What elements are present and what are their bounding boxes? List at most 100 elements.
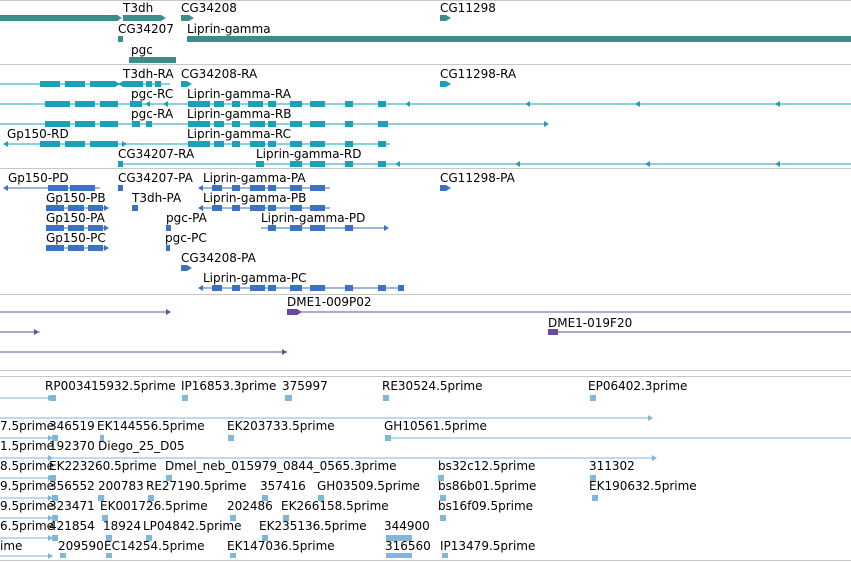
protein-exon[interactable] [310, 185, 325, 191]
transcript-exon[interactable] [232, 121, 240, 127]
protein-exon[interactable] [345, 285, 353, 291]
protein-label[interactable]: pgc-PC [165, 231, 207, 245]
protein-exon[interactable] [290, 185, 302, 191]
est-glyph[interactable] [652, 455, 657, 461]
est-label[interactable]: 375997 [282, 379, 328, 393]
est-glyph[interactable] [48, 535, 53, 541]
clone-glyph[interactable] [166, 309, 171, 315]
transcript-glyph[interactable] [544, 121, 549, 127]
transcript-label[interactable]: CG11298-RA [440, 67, 517, 81]
protein-exon[interactable] [88, 225, 103, 231]
protein-label[interactable]: T3dh-PA [132, 191, 182, 205]
transcript-glyph[interactable] [118, 81, 123, 87]
est-glyph[interactable] [60, 553, 66, 558]
protein-exon[interactable] [440, 185, 446, 191]
gene-glyph[interactable] [189, 15, 194, 21]
transcript-exon[interactable] [65, 141, 85, 147]
gene-label[interactable]: Liprin-gamma [187, 22, 271, 36]
transcript-exon[interactable] [290, 161, 302, 167]
transcript-exon[interactable] [181, 81, 187, 87]
est-glyph[interactable] [438, 475, 444, 481]
transcript-exon[interactable] [100, 121, 118, 127]
protein-exon[interactable] [68, 245, 84, 251]
est-label[interactable]: GH10561.5prime [384, 419, 487, 433]
est-label[interactable]: 8.5prime [0, 459, 55, 473]
transcript-label[interactable]: Liprin-gamma-RB [187, 107, 292, 121]
est-label[interactable]: 356552 [49, 479, 95, 493]
transcript-glyph[interactable] [122, 141, 127, 147]
protein-label[interactable]: Liprin-gamma-PC [203, 271, 307, 285]
protein-label[interactable]: CG11298-PA [440, 171, 515, 185]
protein-glyph[interactable] [384, 225, 389, 231]
protein-exon[interactable] [118, 185, 123, 191]
est-glyph[interactable] [48, 553, 53, 559]
protein-exon[interactable] [310, 285, 325, 291]
est-glyph[interactable] [106, 535, 112, 541]
est-glyph[interactable] [440, 515, 446, 521]
transcript-glyph[interactable] [395, 161, 400, 167]
est-label[interactable]: Dmel_neb_015979_0844_0565.3prime [165, 459, 397, 473]
protein-label[interactable]: Liprin-gamma-PA [203, 171, 306, 185]
transcript-glyph[interactable] [635, 101, 640, 107]
protein-exon[interactable] [250, 285, 265, 291]
protein-exon[interactable] [181, 265, 187, 271]
est-label[interactable]: IP13479.5prime [440, 539, 536, 553]
transcript-glyph[interactable] [775, 101, 780, 107]
est-label[interactable]: EC14254.5prime [104, 539, 205, 553]
transcript-exon[interactable] [130, 101, 142, 107]
transcript-exon[interactable] [65, 81, 85, 87]
est-glyph[interactable] [182, 395, 188, 401]
protein-label[interactable]: Gp150-PB [46, 191, 106, 205]
est-glyph[interactable] [48, 455, 53, 461]
est-glyph[interactable] [52, 495, 58, 501]
est-glyph[interactable] [102, 515, 108, 521]
transcript-exon[interactable] [378, 161, 386, 167]
transcript-glyph[interactable] [446, 81, 451, 87]
protein-exon[interactable] [46, 245, 64, 251]
transcript-exon[interactable] [232, 101, 240, 107]
protein-exon[interactable] [290, 205, 302, 211]
transcript-exon[interactable] [146, 81, 152, 87]
gene-glyph[interactable] [187, 36, 851, 42]
est-glyph[interactable] [590, 475, 596, 481]
transcript-exon[interactable] [188, 101, 210, 107]
clone-glyph[interactable] [548, 329, 558, 335]
transcript-exon[interactable] [45, 101, 70, 107]
transcript-exon[interactable] [345, 101, 353, 107]
transcript-exon[interactable] [256, 161, 264, 167]
est-label[interactable]: 18924 [103, 519, 142, 533]
protein-exon[interactable] [268, 285, 276, 291]
est-label[interactable]: 202486 [227, 499, 273, 513]
transcript-exon[interactable] [345, 121, 353, 127]
est-glyph[interactable] [106, 553, 112, 558]
protein-exon[interactable] [250, 205, 265, 211]
transcript-glyph[interactable] [775, 161, 780, 167]
transcript-exon[interactable] [290, 121, 302, 127]
gene-label[interactable]: CG11298 [440, 1, 496, 15]
est-label[interactable]: EK147036.5prime [227, 539, 335, 553]
est-label[interactable]: IP16853.3prime [181, 379, 277, 393]
est-label[interactable]: RE30524.5prime [382, 379, 483, 393]
est-glyph[interactable] [100, 435, 104, 441]
est-label[interactable]: RE27190.5prime [146, 479, 247, 493]
transcript-glyph[interactable] [515, 161, 520, 167]
transcript-exon[interactable] [440, 81, 446, 87]
est-label[interactable]: EK190632.5prime [589, 479, 697, 493]
est-label[interactable]: 200783 [98, 479, 144, 493]
gene-label[interactable]: pgc [131, 43, 153, 57]
est-glyph[interactable] [283, 515, 289, 521]
protein-label[interactable]: CG34207-PA [118, 171, 193, 185]
protein-exon[interactable] [250, 185, 265, 191]
est-label[interactable]: RP003415932.5prime [45, 379, 176, 393]
transcript-exon[interactable] [214, 121, 224, 127]
gene-glyph[interactable] [181, 15, 189, 21]
clone-label[interactable]: DME1-009P02 [287, 295, 372, 309]
est-glyph[interactable] [590, 395, 596, 401]
gene-glyph[interactable] [118, 36, 123, 42]
est-label[interactable]: bs86b01.5prime [438, 479, 537, 493]
est-glyph[interactable] [230, 515, 236, 521]
transcript-glyph[interactable] [187, 81, 192, 87]
gene-glyph[interactable] [161, 15, 166, 21]
gene-glyph[interactable] [446, 15, 451, 21]
est-label[interactable]: EK266158.5prime [281, 499, 389, 513]
